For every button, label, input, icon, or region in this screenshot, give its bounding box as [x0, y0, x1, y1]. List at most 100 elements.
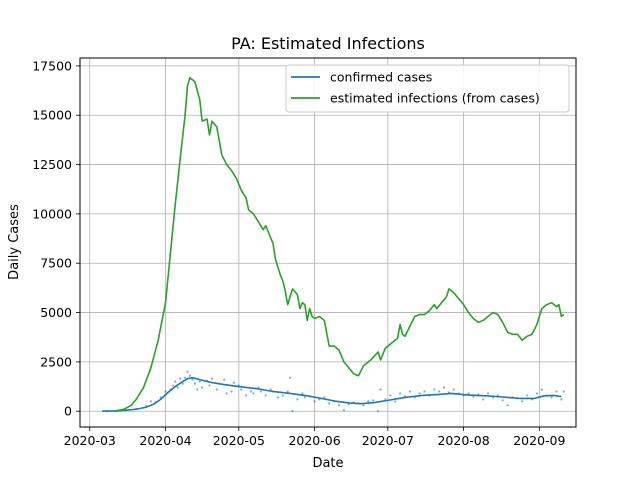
scatter-point — [540, 388, 543, 391]
line-series — [101, 76, 565, 413]
scatter-point — [313, 400, 316, 403]
scatter-point — [379, 388, 382, 391]
scatter-point — [249, 390, 253, 393]
scatter-point — [467, 392, 470, 395]
scatter-point — [506, 404, 509, 407]
x-tick-label: 2020-09 — [513, 433, 565, 448]
scatter-point — [555, 390, 558, 393]
series-line — [114, 76, 565, 412]
scatter-point — [328, 402, 331, 405]
scatter-point — [323, 396, 326, 399]
scatter-point — [149, 400, 152, 403]
scatter-point — [193, 382, 196, 385]
scatter-point — [526, 394, 529, 397]
scatter-point — [230, 390, 233, 393]
scatter-point — [389, 394, 392, 397]
scatter-point — [301, 392, 304, 395]
scatter-point — [225, 392, 228, 395]
scatter-point — [289, 376, 292, 379]
scatter-point — [181, 382, 184, 385]
plot-frame — [79, 57, 577, 428]
scatter-point — [171, 384, 174, 387]
scatter-point — [286, 390, 289, 393]
scatter-point — [535, 392, 539, 395]
scatter-point — [394, 400, 397, 403]
x-axis: 2020-03 2020-04 2020-05 2020-06 2020-07 2020-… — [64, 427, 566, 448]
scatter-point — [215, 388, 218, 391]
legend-box — [285, 64, 570, 113]
scatter-point — [281, 394, 284, 397]
scatter-point — [398, 392, 402, 395]
y-tick-label: 10000 — [32, 206, 72, 221]
scatter-point — [208, 384, 211, 387]
scatter-point — [174, 380, 177, 383]
scatter-point — [164, 390, 167, 393]
scatter-point — [210, 377, 214, 380]
x-tick-label: 2020-04 — [139, 433, 191, 448]
x-tick-label: 2020-03 — [64, 433, 116, 448]
scatter-point — [196, 388, 199, 391]
scatter-point — [442, 386, 446, 389]
scatter-point — [423, 390, 426, 393]
x-axis-label: Date — [312, 456, 343, 471]
y-tick-label: 7500 — [40, 256, 72, 271]
scatter-point — [408, 390, 411, 393]
scatter-point — [486, 392, 490, 395]
scatter-point — [276, 396, 280, 399]
y-tick-label: 12500 — [32, 157, 72, 172]
scatter-point — [252, 392, 255, 395]
y-axis-label: Daily Cases — [7, 204, 22, 280]
scatter-point — [179, 377, 182, 380]
scatter-point — [188, 374, 192, 377]
y-tick-label: 5000 — [40, 305, 72, 320]
chart-title: PA: Estimated Infections — [231, 34, 425, 53]
legend: confirmed cases estimated infections (fro… — [285, 64, 570, 113]
legend-label: confirmed cases — [330, 70, 432, 85]
scatter-point — [183, 376, 187, 379]
scatter-point — [521, 400, 524, 403]
scatter-point — [438, 390, 441, 393]
scatter-point — [367, 400, 370, 403]
x-tick-label: 2020-06 — [288, 433, 340, 448]
scatter-point — [191, 378, 194, 381]
y-tick-label: 0 — [64, 404, 72, 419]
scatter-point — [269, 388, 272, 391]
legend-label: estimated infections (from cases) — [330, 91, 540, 106]
x-tick-label: 2020-08 — [437, 433, 489, 448]
scatter-point — [232, 381, 236, 384]
scatter-point — [259, 390, 262, 393]
scatter-point — [362, 404, 365, 407]
scatter-point — [550, 396, 553, 399]
scatter-point — [482, 398, 485, 401]
scatter-point — [245, 394, 248, 397]
scatter-point — [296, 398, 299, 401]
scatter-point — [186, 370, 189, 373]
y-tick-label: 2500 — [40, 354, 72, 369]
scatter-point — [337, 404, 341, 407]
scatter-point — [176, 386, 179, 389]
series-line — [101, 376, 562, 413]
scatter-point — [433, 388, 436, 391]
scatter-point — [376, 410, 380, 413]
scatter-point — [418, 392, 421, 395]
y-tick-label: 15000 — [32, 108, 72, 123]
scatter-point — [223, 378, 226, 381]
scatter-point — [342, 409, 345, 412]
scatter-point — [201, 386, 204, 389]
scatter-point — [198, 380, 201, 383]
y-axis: 0 2500 5000 7500 10000 12500 15000 17500 — [32, 58, 80, 419]
scatter-point — [291, 410, 294, 413]
scatter-point — [501, 399, 504, 402]
scatter-point — [303, 396, 306, 399]
scatter-point — [560, 398, 563, 401]
scatter-point — [264, 394, 267, 397]
scatter-point — [562, 390, 565, 393]
scatter-point — [372, 399, 375, 402]
scatter-point — [452, 388, 455, 391]
y-tick-label: 17500 — [32, 58, 72, 73]
x-tick-label: 2020-05 — [213, 433, 265, 448]
x-tick-label: 2020-07 — [362, 433, 414, 448]
scatter-series — [105, 370, 565, 413]
scatter-point — [240, 388, 243, 391]
